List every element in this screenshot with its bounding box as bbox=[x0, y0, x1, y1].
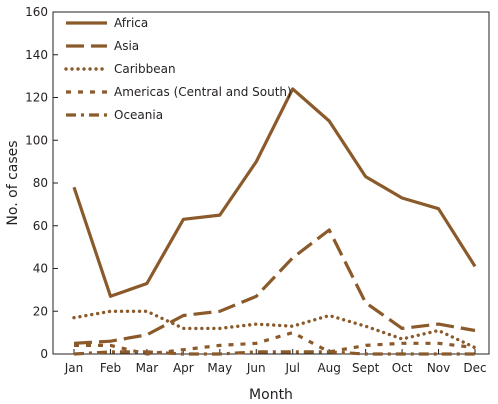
x-tick-label: Feb bbox=[100, 361, 121, 375]
series-line-caribbean bbox=[72, 309, 477, 350]
x-tick-label: Mar bbox=[136, 361, 159, 375]
y-tick-label: 80 bbox=[33, 176, 48, 190]
x-tick-label: Jul bbox=[284, 361, 299, 375]
y-axis: 0 20 40 60 80 100 120 140 160 bbox=[25, 5, 58, 361]
legend: Africa Asia Caribbean Americas (Central and… bbox=[64, 16, 292, 122]
series-line-oceania bbox=[73, 350, 475, 356]
y-tick-label: 40 bbox=[33, 262, 48, 276]
legend-label: Africa bbox=[114, 16, 148, 30]
x-tick-label: Jan bbox=[64, 361, 84, 375]
x-axis: Jan Feb Mar Apr May Jun Jul Aug Sept Oct Nov Dec bbox=[64, 349, 487, 375]
series-line-asia bbox=[73, 228, 476, 345]
y-axis-title: No. of cases bbox=[5, 140, 21, 225]
x-tick-label: May bbox=[207, 361, 232, 375]
y-tick-label: 160 bbox=[25, 5, 48, 19]
x-tick-label: Oct bbox=[392, 361, 413, 375]
x-tick-label: Nov bbox=[427, 361, 450, 375]
y-tick-label: 100 bbox=[25, 133, 48, 147]
x-tick-label: Sept bbox=[352, 361, 380, 375]
legend-label: Oceania bbox=[114, 108, 163, 122]
x-axis-title: Month bbox=[249, 387, 293, 403]
x-tick-label: Jun bbox=[246, 361, 266, 375]
y-tick-label: 140 bbox=[25, 48, 48, 62]
legend-label: Asia bbox=[114, 39, 139, 53]
y-tick-label: 20 bbox=[33, 304, 48, 318]
series-lines bbox=[72, 87, 477, 356]
legend-label: Caribbean bbox=[114, 62, 176, 76]
y-tick-label: 120 bbox=[25, 91, 48, 105]
x-tick-label: Aug bbox=[317, 361, 340, 375]
y-tick-label: 0 bbox=[40, 347, 48, 361]
x-tick-label: Apr bbox=[173, 361, 194, 375]
x-tick-label: Dec bbox=[463, 361, 486, 375]
legend-label: Americas (Central and South) bbox=[114, 85, 292, 99]
y-tick-label: 60 bbox=[33, 219, 48, 233]
series-line-africa bbox=[72, 87, 477, 298]
